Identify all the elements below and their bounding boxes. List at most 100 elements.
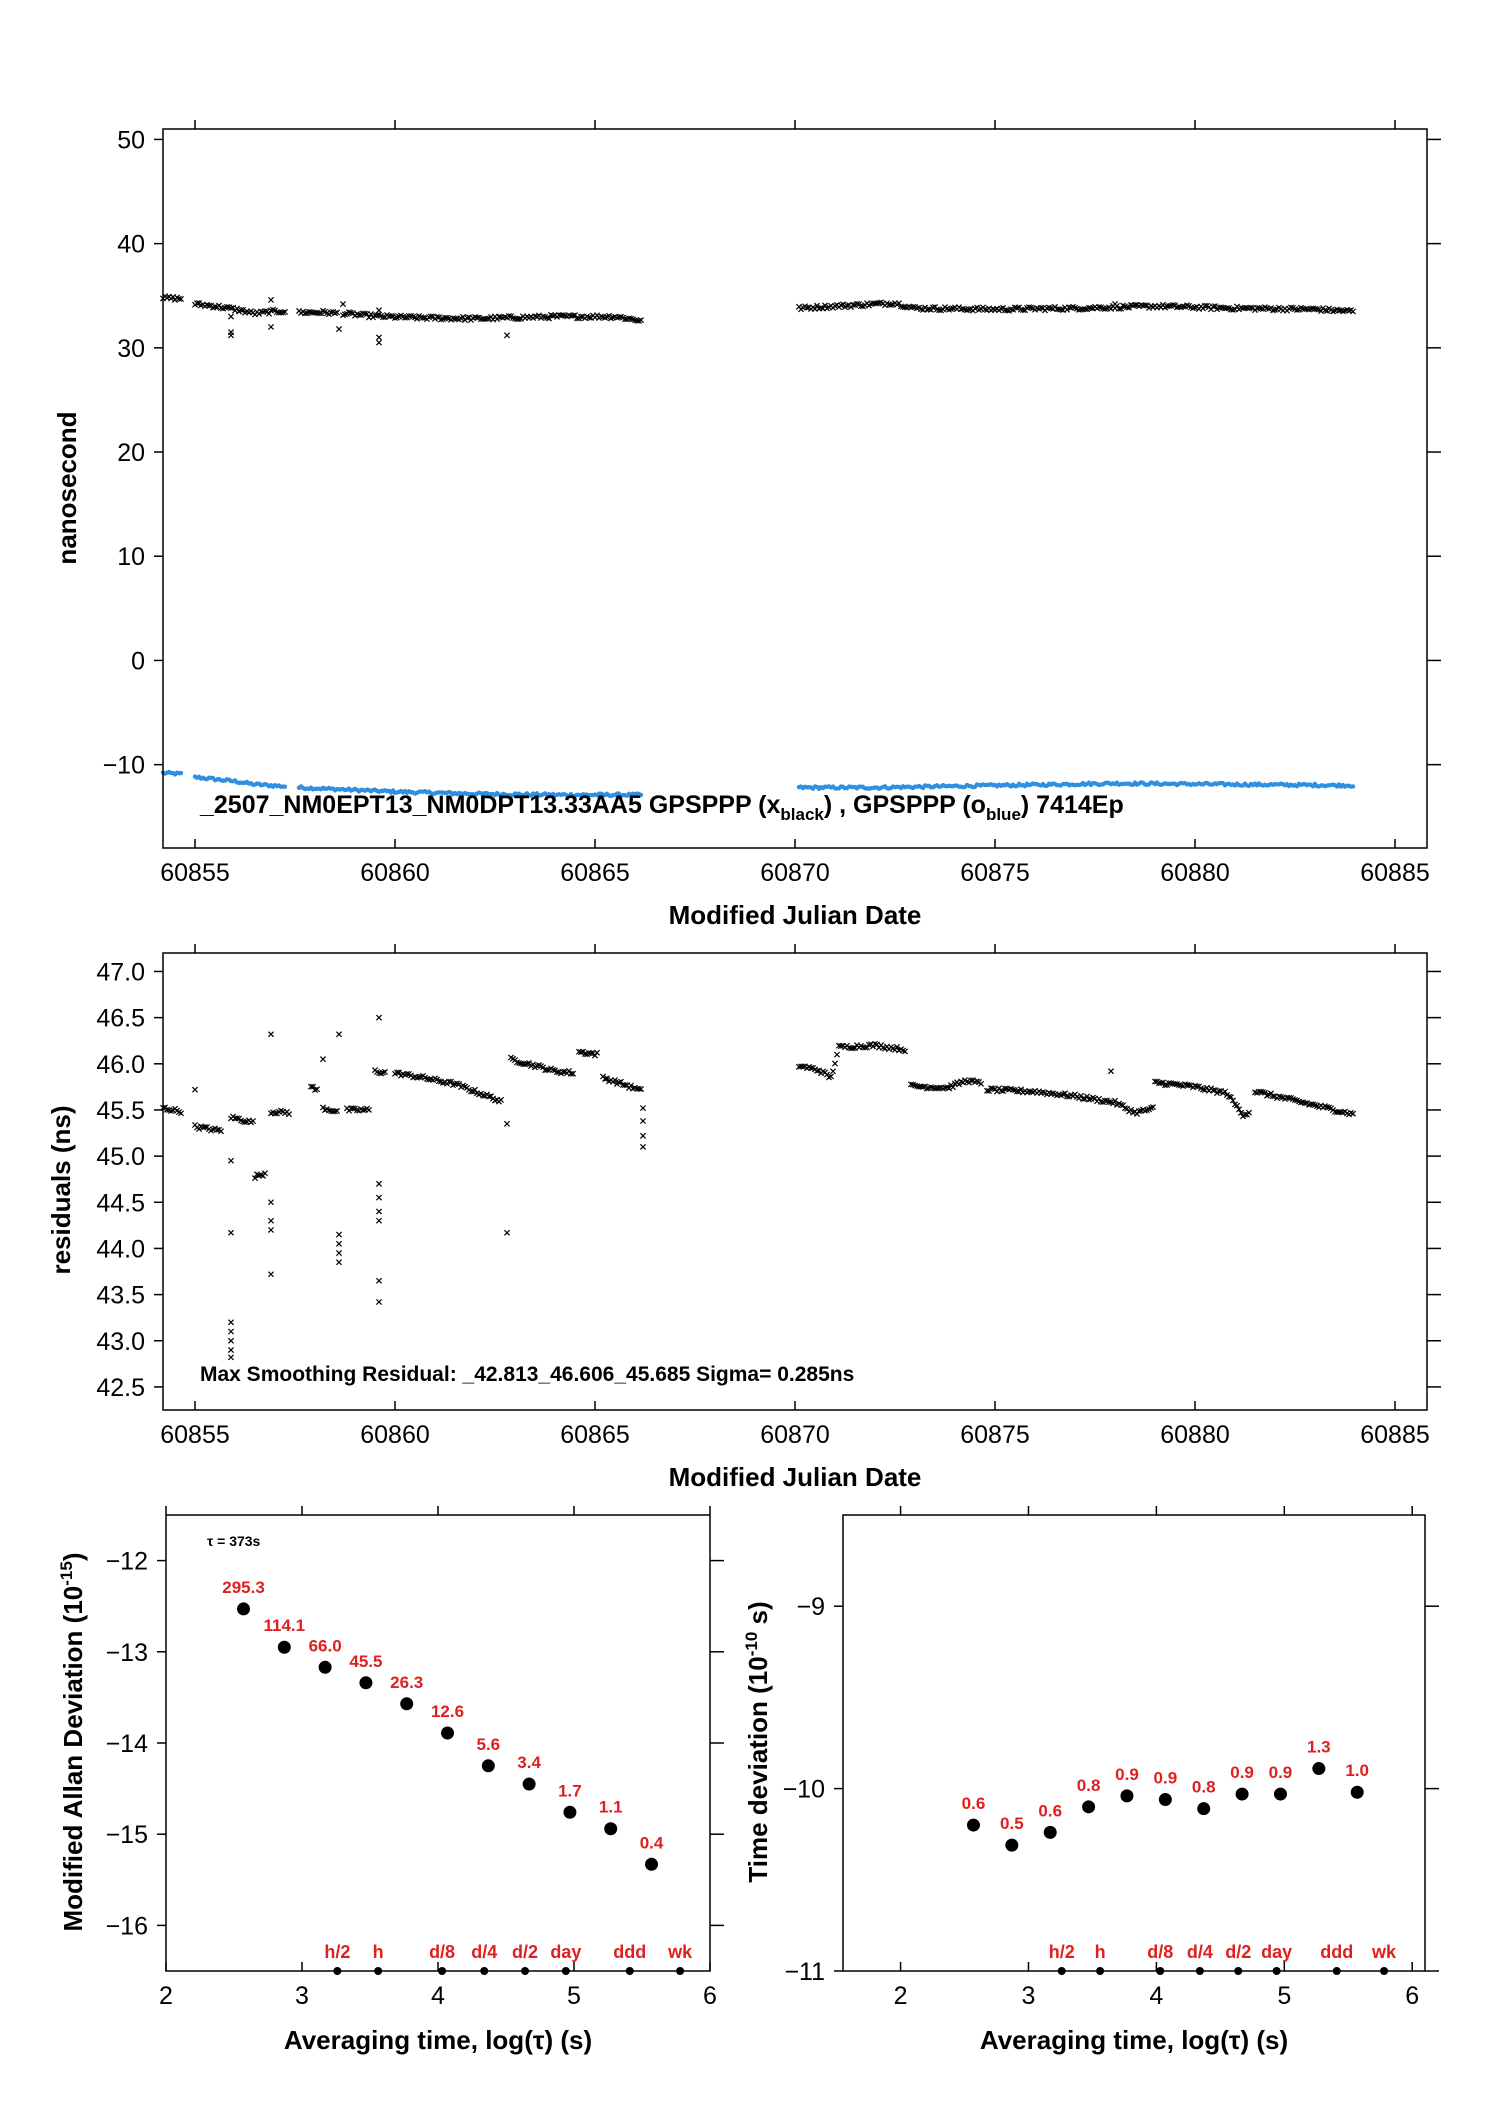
residual-point [497, 1096, 505, 1103]
data-label: 5.6 [476, 1735, 500, 1754]
black-point [211, 303, 219, 310]
data-label: 114.1 [264, 1616, 306, 1635]
residual-point [799, 1063, 807, 1070]
data-label: 0.9 [1230, 1763, 1254, 1782]
data-point [359, 1676, 373, 1690]
y-axis-label: Time deviation (10-10 s) [742, 1601, 773, 1882]
black-point [433, 313, 441, 320]
black-point [341, 311, 349, 318]
data-label: 1.0 [1345, 1761, 1369, 1780]
data-point [1158, 1793, 1172, 1807]
black-point [1293, 306, 1301, 314]
x-tick-label: 6 [1405, 1982, 1419, 2010]
residual-outlier-point [227, 1354, 235, 1361]
black-point [463, 314, 471, 321]
data-label: 0.9 [1154, 1769, 1178, 1788]
residuals-panel: 60855 60860 60865 60870 60875 60880 60885 47.0 4… [46, 944, 1441, 1492]
residual-point [1105, 1099, 1113, 1106]
data-point [1082, 1800, 1096, 1814]
time-marker-label: h [373, 1942, 384, 1962]
tau-note: τ = 373s [207, 1533, 261, 1549]
y-tick-label: 30 [117, 335, 145, 363]
residual-point [1323, 1103, 1331, 1111]
data-label: 1.1 [599, 1798, 623, 1817]
residual-outlier-point [267, 1031, 275, 1038]
residual-outlier-point [375, 1194, 383, 1201]
time-marker-label: h/2 [324, 1942, 350, 1962]
data-point [481, 1759, 495, 1773]
y-tick-label: −13 [106, 1639, 148, 1667]
black-point [981, 306, 989, 313]
residual-point [601, 1075, 609, 1082]
black-point [505, 313, 513, 320]
time-marker-label: wk [667, 1942, 693, 1962]
black-point [573, 315, 581, 322]
residual-point [241, 1119, 249, 1126]
x-tick-label: 4 [431, 1982, 445, 2010]
black-point [473, 314, 481, 321]
black-point [1123, 304, 1131, 311]
residual-point [1267, 1090, 1275, 1097]
residual-point [1241, 1111, 1249, 1118]
black-point [1087, 305, 1095, 312]
residual-point [1097, 1098, 1105, 1105]
data-label: 12.6 [431, 1702, 464, 1721]
black-point [1081, 306, 1089, 313]
residual-point [807, 1064, 815, 1071]
black-outlier-point [1111, 301, 1119, 308]
data-label: 1.7 [558, 1781, 582, 1800]
residual-point [603, 1075, 611, 1082]
residual-point [1009, 1086, 1017, 1093]
black-point [1201, 302, 1209, 309]
residual-outlier-point [639, 1118, 647, 1125]
black-outlier-point [375, 334, 383, 341]
x-tick-label: 60870 [760, 1421, 830, 1449]
y-tick-label: 10 [117, 543, 145, 571]
residual-point [1157, 1079, 1165, 1087]
residual-point [865, 1041, 873, 1048]
residual-point [201, 1123, 209, 1131]
time-marker-label: d/8 [429, 1942, 455, 1962]
residual-point [1085, 1096, 1093, 1103]
x-tick-label: 5 [567, 1982, 581, 2010]
x-tick-label: 60860 [360, 859, 430, 887]
black-point [233, 305, 241, 312]
residual-point [615, 1079, 623, 1086]
black-point [237, 306, 245, 313]
data-point [1043, 1825, 1057, 1839]
black-point [347, 309, 355, 316]
data-label: 0.8 [1077, 1776, 1101, 1795]
residual-point [611, 1077, 619, 1084]
black-point [1131, 301, 1139, 308]
y-tick-label: 45.5 [96, 1097, 145, 1125]
time-marker-label: ddd [613, 1942, 646, 1962]
data-point [645, 1857, 659, 1871]
time-marker-label: day [550, 1942, 581, 1962]
black-point [223, 303, 231, 310]
residual-point [249, 1118, 257, 1125]
residuals-annotation: Max Smoothing Residual: _42.813_46.606_4… [200, 1363, 854, 1386]
timeseries-annotation: _2507_NM0EPT13_NM0DPT13.33AA5 GPSPPP (xb… [199, 791, 1124, 824]
residual-point [359, 1107, 367, 1114]
black-point [569, 312, 577, 319]
black-point [401, 314, 409, 321]
data-label: 45.5 [349, 1652, 382, 1671]
residual-point [1301, 1100, 1309, 1107]
residual-outlier-point [335, 1240, 343, 1247]
residual-point [1229, 1097, 1237, 1104]
residual-outlier-point [227, 1328, 235, 1335]
data-label: 0.6 [962, 1794, 986, 1813]
black-point [803, 304, 811, 311]
residual-point [395, 1069, 403, 1076]
black-point [193, 300, 201, 307]
x-tick-label: 60885 [1360, 859, 1430, 887]
residual-point [1261, 1089, 1269, 1096]
black-point [1057, 306, 1065, 313]
y-tick-label: −10 [783, 1776, 825, 1804]
residual-point [977, 1080, 985, 1087]
black-point [1117, 305, 1125, 312]
y-tick-label: 42.5 [96, 1374, 145, 1402]
residual-point [309, 1083, 317, 1090]
residual-point [569, 1070, 577, 1077]
data-point [1120, 1789, 1134, 1803]
